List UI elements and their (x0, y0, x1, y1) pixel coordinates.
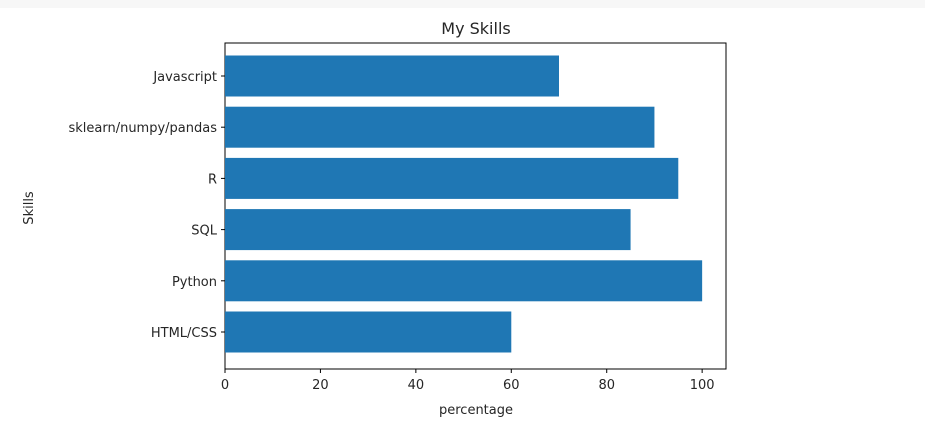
bar-r (225, 157, 679, 199)
y-tick-label: HTML/CSS (151, 326, 217, 341)
x-ticks-group: 0 20 40 60 80 100 (221, 369, 715, 393)
x-tick-label: 40 (408, 378, 425, 393)
chart-title: My Skills (441, 19, 510, 38)
x-axis-title: percentage (439, 403, 513, 418)
bar-html-css (225, 311, 512, 353)
bar-python (225, 260, 703, 302)
x-tick-label: 60 (503, 378, 520, 393)
y-tick-label: sklearn/numpy/pandas (68, 121, 217, 136)
bar-javascript (225, 55, 559, 97)
bars-group (225, 55, 703, 353)
x-tick-label: 20 (312, 378, 329, 393)
y-tick-label: Python (172, 275, 217, 290)
y-tick-label: R (208, 172, 217, 187)
y-tick-label: SQL (191, 224, 217, 239)
x-tick-label: 0 (221, 378, 229, 393)
top-strip (0, 0, 925, 8)
bar-sql (225, 209, 631, 251)
y-axis-title: Skills (22, 191, 37, 225)
x-tick-label: 80 (598, 378, 615, 393)
x-tick-label: 100 (690, 378, 715, 393)
bar-sklearn-numpy-pandas (225, 106, 655, 148)
plot-area-frame (224, 42, 727, 370)
y-tick-label: Javascript (152, 70, 217, 85)
